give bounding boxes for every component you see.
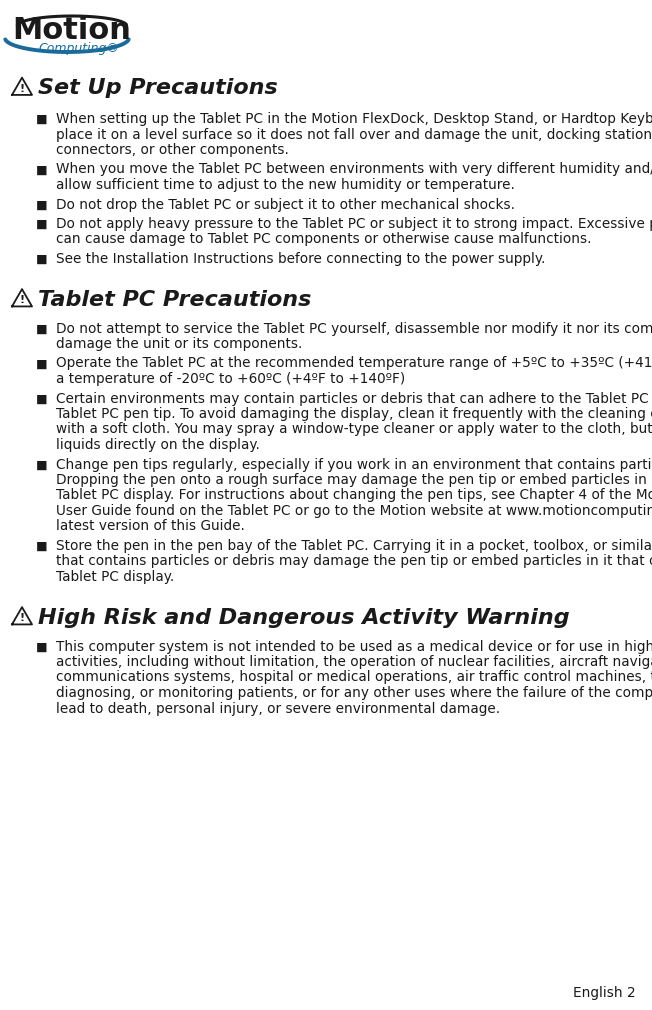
Text: ■: ■ <box>36 393 48 405</box>
Text: Do not attempt to service the Tablet PC yourself, disassemble nor modify it nor : Do not attempt to service the Tablet PC … <box>56 321 652 335</box>
Text: ■: ■ <box>36 199 48 211</box>
Text: Do not apply heavy pressure to the Tablet PC or subject it to strong impact. Exc: Do not apply heavy pressure to the Table… <box>56 217 652 231</box>
Text: See the Installation Instructions before connecting to the power supply.: See the Installation Instructions before… <box>56 252 545 266</box>
Text: Tablet PC pen tip. To avoid damaging the display, clean it frequently with the c: Tablet PC pen tip. To avoid damaging the… <box>56 407 652 421</box>
Text: liquids directly on the display.: liquids directly on the display. <box>56 438 260 452</box>
Text: ■: ■ <box>36 164 48 177</box>
Text: with a soft cloth. You may spray a window-type cleaner or apply water to the clo: with a soft cloth. You may spray a windo… <box>56 422 652 436</box>
Text: Change pen tips regularly, especially if you work in an environment that contain: Change pen tips regularly, especially if… <box>56 458 652 472</box>
Text: Operate the Tablet PC at the recommended temperature range of +5ºC to +35ºC (+41: Operate the Tablet PC at the recommended… <box>56 357 652 371</box>
Text: connectors, or other components.: connectors, or other components. <box>56 143 289 157</box>
Text: ■: ■ <box>36 459 48 472</box>
Text: High Risk and Dangerous Activity Warning: High Risk and Dangerous Activity Warning <box>38 607 570 627</box>
Text: User Guide found on the Tablet PC or go to the Motion website at www.motioncompu: User Guide found on the Tablet PC or go … <box>56 504 652 518</box>
Text: Computing®: Computing® <box>38 42 119 55</box>
Text: ■: ■ <box>36 540 48 553</box>
Text: latest version of this Guide.: latest version of this Guide. <box>56 519 245 533</box>
Text: ■: ■ <box>36 358 48 371</box>
Text: Dropping the pen onto a rough surface may damage the pen tip or embed particles : Dropping the pen onto a rough surface ma… <box>56 473 652 487</box>
Text: that contains particles or debris may damage the pen tip or embed particles in i: that contains particles or debris may da… <box>56 554 652 569</box>
Text: damage the unit or its components.: damage the unit or its components. <box>56 337 303 351</box>
Text: lead to death, personal injury, or severe environmental damage.: lead to death, personal injury, or sever… <box>56 702 500 715</box>
Text: Tablet PC Precautions: Tablet PC Precautions <box>38 290 312 309</box>
Text: !: ! <box>20 613 25 623</box>
Text: !: ! <box>20 84 25 94</box>
Text: This computer system is not intended to be used as a medical device or for use i: This computer system is not intended to … <box>56 639 652 653</box>
Text: Set Up Precautions: Set Up Precautions <box>38 78 278 98</box>
Text: When setting up the Tablet PC in the Motion FlexDock, Desktop Stand, or Hardtop : When setting up the Tablet PC in the Mot… <box>56 112 652 126</box>
Text: diagnosing, or monitoring patients, or for any other uses where the failure of t: diagnosing, or monitoring patients, or f… <box>56 686 652 700</box>
Text: a temperature of -20ºC to +60ºC (+4ºF to +140ºF): a temperature of -20ºC to +60ºC (+4ºF to… <box>56 372 406 386</box>
Text: ■: ■ <box>36 218 48 231</box>
Text: Do not drop the Tablet PC or subject it to other mechanical shocks.: Do not drop the Tablet PC or subject it … <box>56 198 515 211</box>
Text: Store the pen in the pen bay of the Tablet PC. Carrying it in a pocket, toolbox,: Store the pen in the pen bay of the Tabl… <box>56 539 652 553</box>
Text: activities, including without limitation, the operation of nuclear facilities, a: activities, including without limitation… <box>56 655 652 669</box>
Text: can cause damage to Tablet PC components or otherwise cause malfunctions.: can cause damage to Tablet PC components… <box>56 232 591 246</box>
Text: ■: ■ <box>36 640 48 653</box>
Text: When you move the Tablet PC between environments with very different humidity an: When you move the Tablet PC between envi… <box>56 163 652 177</box>
Text: Certain environments may contain particles or debris that can adhere to the Tabl: Certain environments may contain particl… <box>56 392 652 405</box>
Text: English 2: English 2 <box>573 986 636 1000</box>
Text: communications systems, hospital or medical operations, air traffic control mach: communications systems, hospital or medi… <box>56 671 652 685</box>
Text: ■: ■ <box>36 252 48 266</box>
Text: ■: ■ <box>36 322 48 335</box>
Text: Tablet PC display. For instructions about changing the pen tips, see Chapter 4 o: Tablet PC display. For instructions abou… <box>56 489 652 503</box>
Text: place it on a level surface so it does not fall over and damage the unit, dockin: place it on a level surface so it does n… <box>56 127 652 141</box>
Text: ■: ■ <box>36 113 48 126</box>
Text: !: ! <box>20 295 25 305</box>
Text: allow sufficient time to adjust to the new humidity or temperature.: allow sufficient time to adjust to the n… <box>56 178 515 192</box>
Text: Tablet PC display.: Tablet PC display. <box>56 570 174 584</box>
Text: Motion: Motion <box>12 16 131 45</box>
